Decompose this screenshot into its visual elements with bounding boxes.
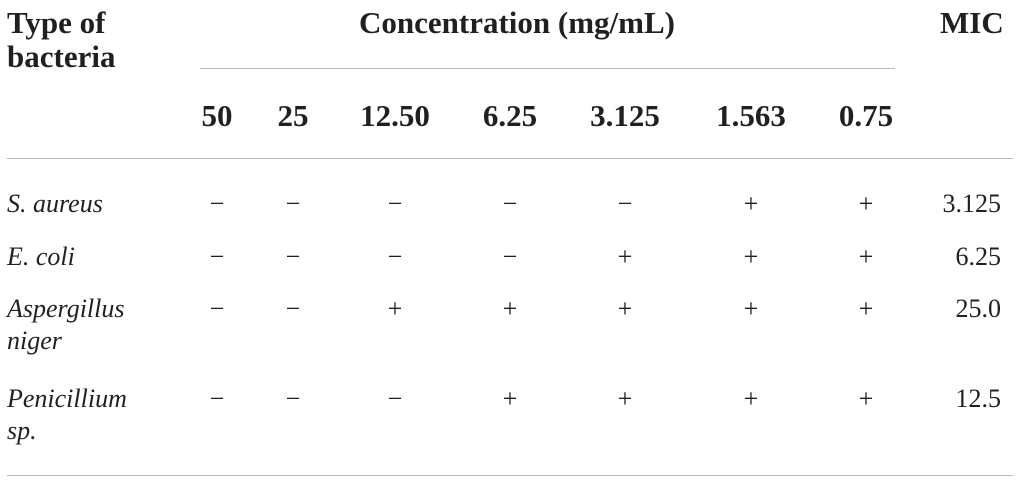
- table-cell: +: [387, 294, 403, 323]
- table-cell: −: [387, 384, 403, 413]
- col-header-3-125: 3.125: [590, 98, 660, 133]
- table-cell: +: [858, 189, 874, 218]
- table-cell: +: [743, 242, 759, 271]
- col-header-12-50: 12.50: [360, 98, 430, 133]
- table-cell: +: [502, 294, 518, 323]
- table-cell: +: [502, 384, 518, 413]
- table-cell: −: [209, 242, 225, 271]
- table-cell: +: [617, 384, 633, 413]
- table-cell: −: [502, 189, 518, 218]
- table-cell: −: [209, 189, 225, 218]
- table-cell: −: [285, 294, 301, 323]
- table-cell: −: [285, 384, 301, 413]
- concentration-underline: [200, 68, 895, 69]
- row-name: Penicillium sp.: [7, 384, 127, 445]
- col-header-25: 25: [277, 98, 309, 133]
- table-cell: −: [209, 384, 225, 413]
- col-header-6-25: 6.25: [482, 98, 538, 133]
- row-name: S. aureus: [7, 189, 103, 218]
- mic-value: 12.5: [955, 384, 1002, 413]
- mic-value: 6.25: [955, 242, 1002, 271]
- header-bottom-rule: [7, 158, 1013, 159]
- mic-header: MIC: [940, 5, 1004, 40]
- type-of-bacteria-header: Type of bacteria: [7, 5, 116, 74]
- mic-value: 3.125: [942, 189, 1002, 218]
- table-cell: −: [387, 189, 403, 218]
- table-bottom-rule: [7, 475, 1013, 476]
- table-cell: +: [858, 384, 874, 413]
- table-cell: −: [209, 294, 225, 323]
- row-name: Aspergillus niger: [7, 294, 125, 355]
- table-cell: +: [858, 294, 874, 323]
- table-cell: +: [743, 189, 759, 218]
- concentration-header: Concentration (mg/mL): [359, 5, 675, 40]
- table-cell: +: [617, 294, 633, 323]
- table-cell: −: [285, 242, 301, 271]
- table-cell: +: [743, 384, 759, 413]
- table-cell: +: [743, 294, 759, 323]
- table-cell: +: [858, 242, 874, 271]
- table-cell: −: [285, 189, 301, 218]
- col-header-50: 50: [201, 98, 233, 133]
- table-cell: −: [387, 242, 403, 271]
- table-cell: −: [617, 189, 633, 218]
- row-name: E. coli: [7, 242, 75, 271]
- col-header-1-563: 1.563: [716, 98, 786, 133]
- table-cell: +: [617, 242, 633, 271]
- col-header-0-75: 0.75: [838, 98, 894, 133]
- mic-value: 25.0: [955, 294, 1002, 323]
- table-cell: −: [502, 242, 518, 271]
